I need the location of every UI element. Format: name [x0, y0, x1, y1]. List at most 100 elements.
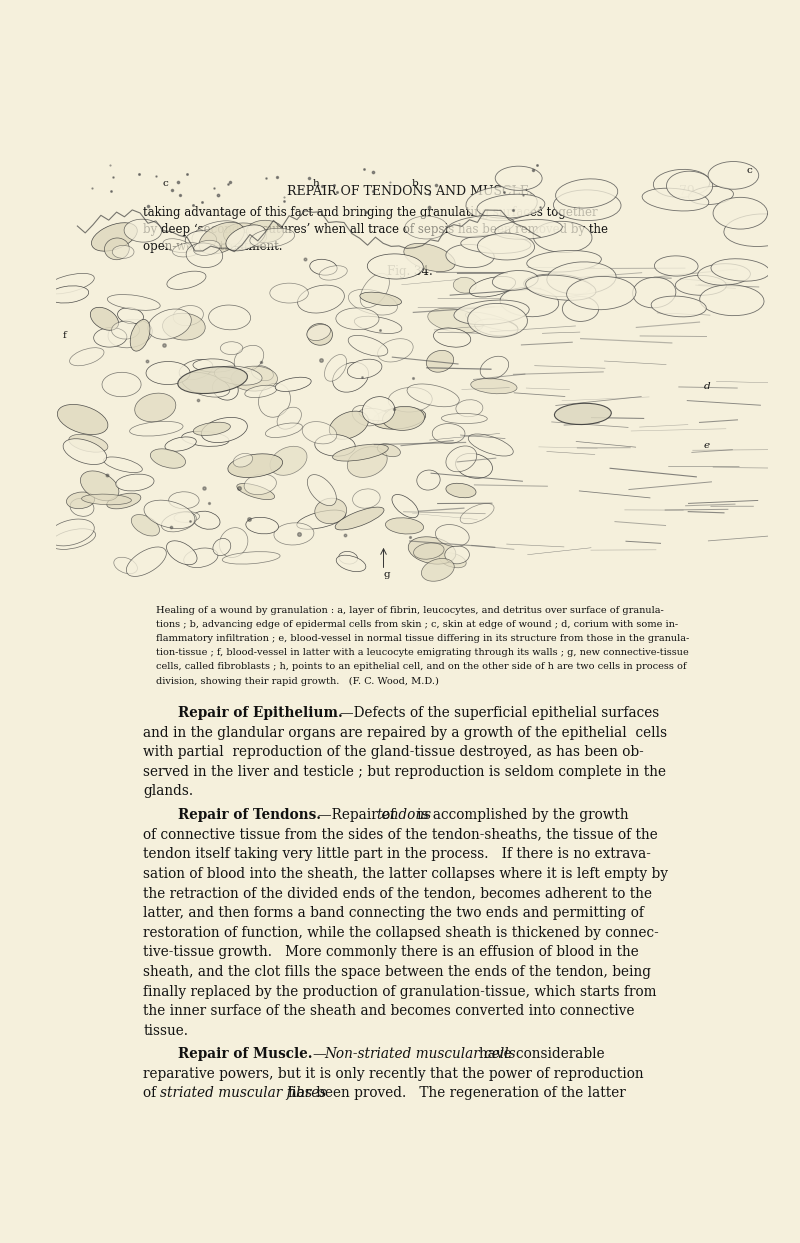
- Ellipse shape: [330, 411, 369, 439]
- Text: tive-tissue growth.   More commonly there is an effusion of blood in the: tive-tissue growth. More commonly there …: [143, 945, 639, 960]
- Ellipse shape: [466, 312, 518, 331]
- Ellipse shape: [50, 528, 95, 549]
- Ellipse shape: [144, 500, 195, 528]
- Ellipse shape: [456, 400, 483, 416]
- Ellipse shape: [446, 446, 477, 472]
- Ellipse shape: [442, 414, 487, 424]
- Ellipse shape: [362, 397, 395, 424]
- Text: h: h: [312, 179, 319, 188]
- Text: restoration of function, while the collapsed sheath is thickened by connec-: restoration of function, while the colla…: [143, 926, 659, 940]
- Ellipse shape: [246, 220, 284, 242]
- Ellipse shape: [698, 264, 750, 285]
- Ellipse shape: [454, 277, 476, 293]
- Ellipse shape: [455, 454, 493, 479]
- Ellipse shape: [310, 260, 337, 275]
- Ellipse shape: [47, 520, 94, 546]
- Text: REPAIR OF TENDONS AND MUSCLE.: REPAIR OF TENDONS AND MUSCLE.: [287, 184, 533, 198]
- Ellipse shape: [298, 285, 344, 313]
- Ellipse shape: [70, 348, 104, 365]
- Text: 79: 79: [679, 184, 695, 198]
- Ellipse shape: [338, 552, 358, 564]
- Ellipse shape: [148, 310, 191, 339]
- Ellipse shape: [360, 292, 402, 306]
- Ellipse shape: [314, 498, 346, 523]
- Ellipse shape: [708, 162, 758, 189]
- Ellipse shape: [223, 222, 266, 247]
- Ellipse shape: [194, 423, 230, 435]
- Ellipse shape: [700, 285, 764, 316]
- Ellipse shape: [392, 495, 418, 518]
- Text: striated muscular fibres: striated muscular fibres: [159, 1086, 326, 1100]
- Text: tions ; b, advancing edge of epidermal cells from skin ; c, skin at edge of woun: tions ; b, advancing edge of epidermal c…: [156, 620, 678, 629]
- Ellipse shape: [237, 484, 274, 500]
- Ellipse shape: [524, 273, 591, 297]
- Ellipse shape: [335, 507, 384, 530]
- Ellipse shape: [105, 237, 130, 260]
- Text: reparative powers, but it is only recently that the power of reproduction: reparative powers, but it is only recent…: [143, 1066, 644, 1081]
- Ellipse shape: [446, 245, 494, 267]
- Text: of: of: [143, 1086, 161, 1100]
- Ellipse shape: [500, 287, 558, 317]
- Ellipse shape: [435, 525, 470, 547]
- Ellipse shape: [173, 306, 203, 326]
- Ellipse shape: [554, 403, 611, 425]
- Text: the retraction of the divided ends of the tendon, becomes adherent to the: the retraction of the divided ends of th…: [143, 886, 653, 900]
- Ellipse shape: [103, 457, 142, 472]
- Text: cells, called fibroblasts ; h, points to an epithelial cell, and on the other si: cells, called fibroblasts ; h, points to…: [156, 663, 686, 671]
- Text: is accomplished by the growth: is accomplished by the growth: [417, 808, 629, 822]
- Text: Healing of a wound by granulation : a, layer of fibrin, leucocytes, and detritus: Healing of a wound by granulation : a, l…: [156, 605, 663, 615]
- Text: tendons: tendons: [377, 808, 432, 822]
- Ellipse shape: [111, 321, 139, 339]
- Ellipse shape: [220, 342, 242, 354]
- Ellipse shape: [63, 439, 106, 465]
- Ellipse shape: [382, 406, 425, 430]
- Ellipse shape: [102, 373, 141, 397]
- Text: taking advantage of this fact and bringing the granulating surfaces together: taking advantage of this fact and bringi…: [143, 205, 598, 219]
- Ellipse shape: [209, 305, 250, 329]
- Ellipse shape: [555, 179, 618, 208]
- Ellipse shape: [94, 328, 127, 347]
- Ellipse shape: [426, 351, 454, 372]
- Ellipse shape: [165, 438, 196, 451]
- Text: c: c: [163, 179, 169, 188]
- Ellipse shape: [182, 431, 229, 446]
- Text: by deep ‘secondary sutures’ when all trace of sepsis has been removed by the: by deep ‘secondary sutures’ when all tra…: [143, 222, 608, 236]
- Ellipse shape: [297, 510, 346, 530]
- Ellipse shape: [192, 221, 242, 247]
- Ellipse shape: [466, 186, 538, 221]
- Ellipse shape: [124, 219, 162, 242]
- Ellipse shape: [347, 446, 387, 477]
- Text: sheath, and the clot fills the space between the ends of the tendon, being: sheath, and the clot fills the space bet…: [143, 965, 651, 979]
- Text: —Repair of: —Repair of: [318, 808, 399, 822]
- Ellipse shape: [193, 511, 220, 530]
- Ellipse shape: [408, 537, 456, 564]
- Ellipse shape: [711, 259, 770, 281]
- Ellipse shape: [112, 245, 134, 259]
- Text: and in the glandular organs are repaired by a growth of the epithelial  cells: and in the glandular organs are repaired…: [143, 726, 667, 740]
- Ellipse shape: [492, 271, 538, 291]
- Ellipse shape: [173, 242, 202, 257]
- Text: have considerable: have considerable: [479, 1047, 605, 1062]
- Text: tissue.: tissue.: [143, 1024, 189, 1038]
- Ellipse shape: [222, 552, 280, 564]
- Ellipse shape: [319, 266, 347, 280]
- Ellipse shape: [69, 434, 108, 452]
- Ellipse shape: [45, 273, 94, 293]
- Ellipse shape: [234, 346, 264, 372]
- Ellipse shape: [713, 198, 767, 229]
- Ellipse shape: [167, 271, 206, 290]
- Ellipse shape: [193, 359, 234, 372]
- Ellipse shape: [58, 404, 108, 435]
- Ellipse shape: [186, 242, 222, 267]
- Text: with partial  reproduction of the gland-tissue destroyed, as has been ob-: with partial reproduction of the gland-t…: [143, 746, 644, 759]
- Ellipse shape: [226, 225, 266, 251]
- Ellipse shape: [477, 194, 545, 219]
- Ellipse shape: [213, 378, 238, 400]
- Ellipse shape: [150, 449, 186, 469]
- Ellipse shape: [566, 276, 636, 310]
- Ellipse shape: [202, 418, 247, 443]
- Ellipse shape: [134, 393, 176, 421]
- Ellipse shape: [478, 234, 534, 260]
- Ellipse shape: [114, 557, 138, 574]
- Ellipse shape: [251, 365, 274, 380]
